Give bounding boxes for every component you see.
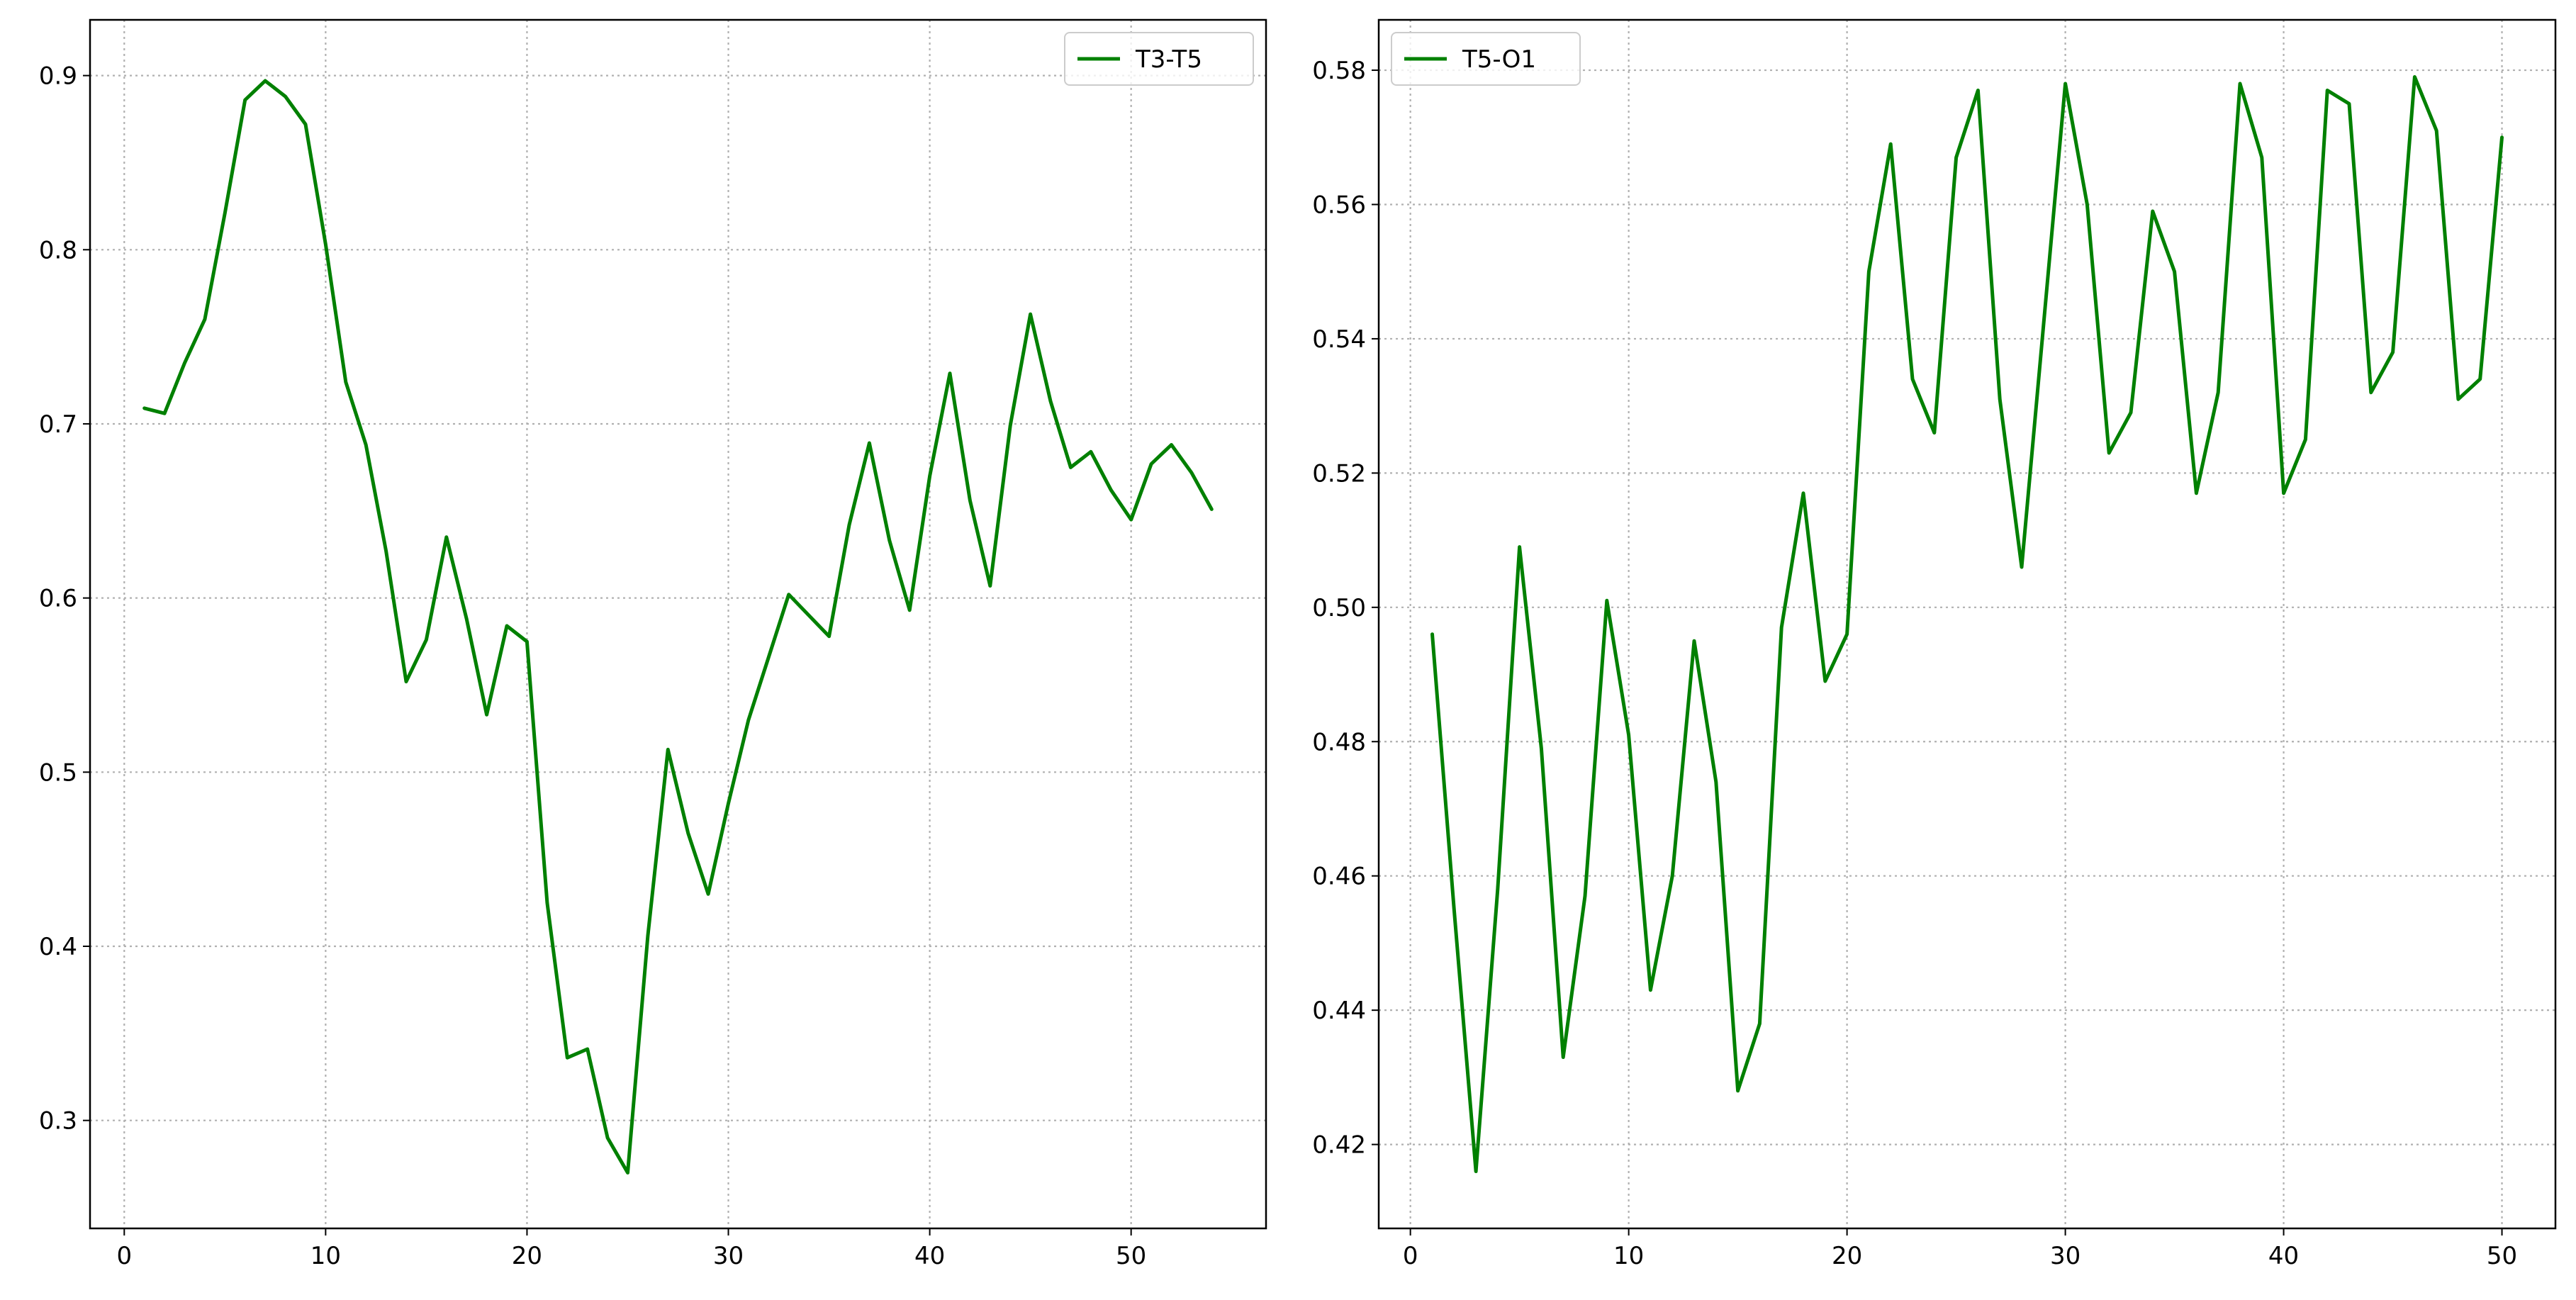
x-axis: 0 10 20 30 40 50	[116, 1228, 1146, 1270]
chart-t5-o1: 0 10 20 30 40 500.420.440.460.480.500.520.540…	[1312, 18, 2557, 1270]
series-line-t5-o1	[1430, 75, 2504, 1173]
plot-frame	[89, 18, 1267, 1230]
x-tick-label: 0	[1403, 1242, 1418, 1270]
y-tick-label: 0.44	[1312, 997, 1366, 1025]
chart-t3-t5: 0 10 20 30 40 50 0.3 0.4 0.5 0.6 0.7 0.8 0.9 T3-T5	[39, 18, 1267, 1270]
x-tick-label: 30	[2050, 1242, 2081, 1270]
y-tick-label: 0.9	[39, 62, 77, 91]
legend-label: T3-T5	[1135, 45, 1202, 74]
x-tick-label: 50	[2487, 1242, 2517, 1270]
y-tick-label: 0.42	[1312, 1131, 1366, 1160]
legend: T5-O1	[1391, 32, 1581, 86]
x-tick-label: 30	[713, 1242, 744, 1270]
grid	[1379, 20, 2555, 1228]
y-tick-label: 0.48	[1312, 728, 1366, 756]
legend-box	[1064, 32, 1254, 86]
y-tick-label: 0.8	[39, 236, 77, 264]
x-tick-label: 40	[2268, 1242, 2299, 1270]
x-tick-label: 40	[914, 1242, 945, 1270]
x-tick-label: 10	[1613, 1242, 1644, 1270]
y-axis: 0.3 0.4 0.5 0.6 0.7 0.8 0.9	[39, 62, 90, 1136]
x-tick-label: 0	[116, 1242, 132, 1270]
grid	[90, 20, 1266, 1228]
legend-label: T5-O1	[1462, 45, 1536, 74]
x-tick-label: 20	[512, 1242, 542, 1270]
legend: T3-T5	[1064, 32, 1254, 86]
x-tick-label: 50	[1116, 1242, 1146, 1270]
x-tick-label: 10	[310, 1242, 341, 1270]
x-tick-label: 20	[1832, 1242, 1862, 1270]
data-points	[144, 80, 1212, 1173]
y-tick-label: 0.6	[39, 585, 77, 613]
plot-frame	[1377, 18, 2557, 1230]
series-line-t3-t5	[142, 79, 1214, 1175]
y-tick-label: 0.50	[1312, 594, 1366, 622]
y-tick-label: 0.3	[39, 1107, 77, 1136]
y-tick-label: 0.56	[1312, 191, 1366, 219]
data-points	[1432, 77, 2502, 1172]
y-axis: 0.42 0.44 0.46 0.48 0.50 0.52 0.54 0.56 0.58	[1312, 57, 1379, 1160]
y-tick-label: 0.46	[1312, 863, 1366, 891]
x-axis: 0 10 20 30 40 50	[1403, 1228, 2517, 1270]
y-tick-label: 0.7	[39, 410, 77, 439]
y-tick-label: 0.58	[1312, 57, 1366, 85]
y-tick-label: 0.4	[39, 933, 77, 961]
y-tick-label: 0.5	[39, 758, 77, 787]
legend-box	[1391, 32, 1581, 86]
y-tick-label: 0.54	[1312, 325, 1366, 354]
y-tick-label: 0.52	[1312, 459, 1366, 488]
